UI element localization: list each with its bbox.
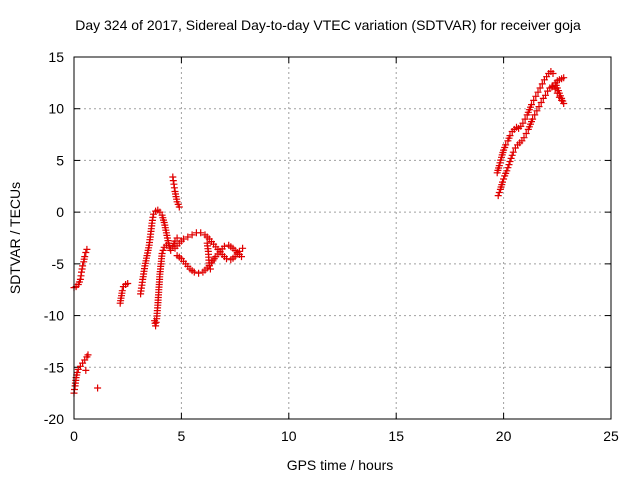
data-point	[197, 229, 205, 237]
data-point	[239, 244, 247, 252]
data-points	[70, 68, 568, 397]
y-tick-label: -5	[52, 256, 65, 272]
data-point	[180, 235, 187, 243]
axis-ticks	[73, 56, 612, 420]
data-point	[220, 242, 228, 250]
x-tick-labels: 0 5 10 15 20 25	[70, 428, 619, 444]
data-point	[494, 192, 502, 200]
data-point	[238, 253, 245, 261]
data-point	[536, 84, 544, 92]
data-point	[118, 287, 126, 295]
y-tick-label: 5	[56, 152, 64, 168]
data-point	[506, 132, 514, 140]
data-point	[534, 88, 542, 96]
x-tick-label: 5	[178, 428, 186, 444]
data-point	[195, 269, 203, 277]
data-point	[94, 384, 102, 392]
data-point	[79, 262, 87, 270]
data-point	[549, 70, 557, 77]
x-axis-label: GPS time / hours	[287, 457, 394, 473]
data-point	[500, 175, 508, 183]
data-point	[503, 167, 511, 175]
data-point	[537, 99, 545, 106]
data-point	[205, 262, 213, 270]
data-point	[502, 141, 510, 149]
data-point	[188, 231, 196, 239]
plot-frame	[73, 56, 612, 420]
data-point	[167, 246, 175, 254]
data-point	[505, 161, 513, 169]
data-point	[507, 154, 515, 162]
data-point	[175, 203, 183, 211]
data-point	[190, 268, 198, 276]
data-point	[82, 249, 90, 256]
data-point	[158, 250, 166, 257]
x-tick-label: 0	[70, 428, 78, 444]
y-tick-label: 0	[56, 204, 64, 220]
data-point	[529, 115, 537, 123]
data-point	[532, 92, 540, 100]
y-tick-label: 10	[48, 101, 64, 117]
data-point	[506, 158, 514, 165]
data-point	[206, 265, 214, 273]
data-point	[508, 151, 516, 159]
x-tick-label: 20	[496, 428, 512, 444]
data-point	[81, 253, 89, 261]
chart-title: Day 324 of 2017, Sidereal Day-to-day VTE…	[75, 17, 581, 33]
data-point	[499, 178, 506, 186]
y-tick-label: 15	[48, 49, 64, 65]
data-point	[159, 246, 167, 254]
data-point	[519, 119, 527, 127]
data-point	[528, 101, 535, 109]
data-point	[495, 189, 503, 196]
data-point	[173, 234, 181, 242]
data-point	[504, 164, 512, 172]
y-axis-label: SDTVAR / TECUs	[7, 182, 23, 294]
data-point	[184, 233, 192, 241]
data-point	[84, 351, 92, 359]
x-tick-label: 10	[281, 428, 297, 444]
data-point	[124, 280, 132, 287]
data-point	[538, 80, 546, 88]
data-point	[162, 241, 170, 249]
y-tick-label: -20	[44, 411, 64, 427]
data-point	[560, 74, 568, 82]
data-point	[73, 369, 81, 376]
data-point	[530, 96, 538, 104]
data-point	[533, 107, 541, 115]
data-point	[521, 115, 529, 123]
x-tick-label: 25	[603, 428, 619, 444]
data-point	[223, 255, 230, 263]
data-point	[509, 148, 517, 156]
data-point	[522, 130, 530, 137]
x-tick-label: 15	[388, 428, 404, 444]
data-point	[520, 134, 528, 142]
data-point	[82, 366, 90, 374]
data-point	[542, 91, 549, 99]
data-point	[531, 111, 539, 119]
y-tick-label: -15	[44, 359, 64, 375]
y-tick-labels: -20 -15 -10 -5 0 5 10 15	[44, 49, 64, 427]
grid	[74, 57, 611, 419]
y-tick-label: -10	[44, 308, 64, 324]
data-point	[535, 103, 543, 111]
data-point	[83, 245, 91, 253]
